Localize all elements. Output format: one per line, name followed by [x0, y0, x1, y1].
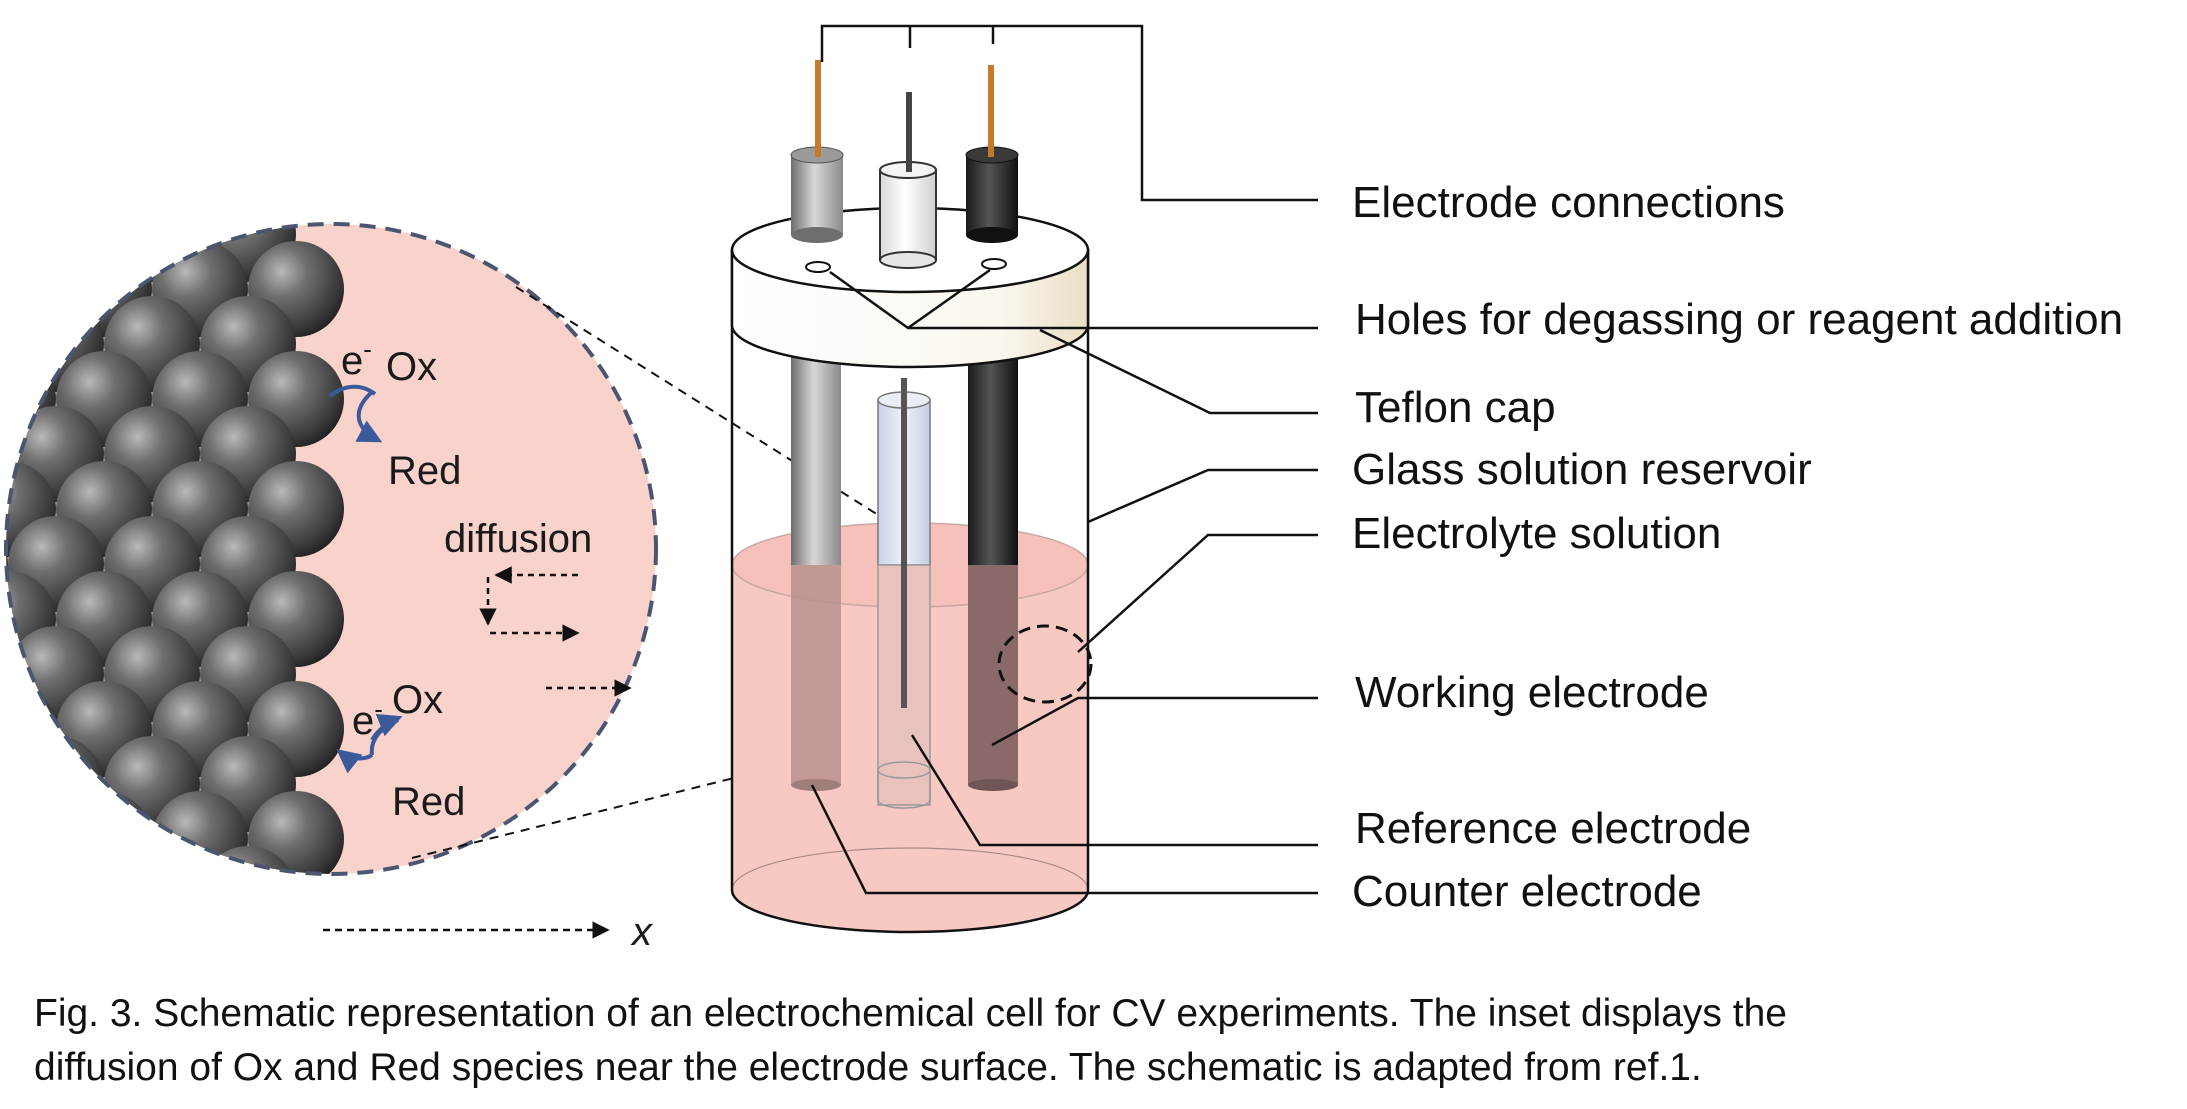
electron-transfer-arrow-bottom-up [370, 713, 403, 742]
holes-leader [829, 268, 1318, 330]
electrode-particle [0, 956, 8, 1052]
teflon-leader [1039, 328, 1318, 415]
leader-lines [810, 24, 1318, 895]
ox-label-top: Ox [386, 345, 437, 389]
electrode-particle [6, 846, 8, 874]
electrode-particle [8, 736, 104, 832]
electrode-particle [6, 406, 8, 502]
electrode-particle [248, 901, 344, 997]
label-working-electrode: Working electrode [1355, 668, 1709, 717]
working-electrode-head [965, 146, 1019, 243]
label-counter-electrode: Counter electrode [1352, 867, 1702, 916]
electrode-particle [56, 791, 152, 874]
label-glass-reservoir: Glass solution reservoir [1352, 445, 1812, 494]
electrode-particle [200, 846, 296, 874]
zoom-projection-line-top [515, 286, 1065, 633]
reference-leader [910, 734, 1318, 847]
electrode-particles [0, 224, 344, 1052]
electron-transfer-arrow-bottom-out [336, 749, 374, 774]
reference-electrode-head [879, 161, 937, 269]
electrode-particle [6, 626, 8, 722]
electrode-particle [104, 846, 200, 874]
working-wire [988, 65, 994, 157]
reference-wire [906, 92, 912, 172]
electrode-particle [152, 791, 248, 874]
degassing-hole-right [981, 258, 1007, 270]
electrode-particle [6, 296, 8, 392]
electrode-particle [6, 241, 56, 337]
x-axis-label: x [630, 910, 654, 954]
electrode-particle [6, 736, 8, 832]
label-degassing-holes: Holes for degassing or reagent addition [1355, 295, 2123, 344]
connections-bracket [820, 24, 1318, 202]
degassing-hole-left [805, 261, 831, 273]
electrode-particle [6, 224, 8, 282]
counter-wire [815, 60, 821, 157]
electrode-particle [6, 791, 56, 874]
electron-transfer-arrow-top [355, 390, 383, 443]
ox-label-bottom: Ox [392, 678, 443, 722]
figure-caption-line-1: Fig. 3. Schematic representation of an e… [34, 992, 1787, 1035]
label-electrolyte-solution: Electrolyte solution [1352, 509, 1721, 558]
counter-leader [810, 784, 1318, 895]
electrode-particle [8, 224, 104, 282]
glass-leader [1087, 468, 1318, 524]
inset-zoom: e- Ox Red diffusion e- Ox Red x [0, 222, 658, 1052]
electrochemical-cell [730, 60, 1093, 934]
zoom-detail-circle [997, 624, 1093, 704]
electron-transfer-arrow-top-hook [328, 384, 377, 398]
electron-label-top: e- [341, 334, 372, 383]
working-leader [991, 696, 1318, 747]
electron-label-bottom: e- [352, 694, 383, 743]
label-teflon-cap: Teflon cap [1355, 383, 1556, 432]
red-label-top: Red [388, 449, 461, 493]
inset-outline [4, 222, 658, 876]
working-electrode [968, 355, 1018, 791]
electrolyte-leader [1077, 533, 1318, 653]
electrode-particle [152, 901, 248, 997]
electrode-particle [248, 791, 344, 874]
counter-electrode-head [790, 146, 844, 243]
diffusion-label: diffusion [444, 517, 592, 561]
glass-bottom-arc [730, 889, 1090, 934]
figure-caption-line-2: diffusion of Ox and Red species near the… [34, 1046, 1702, 1089]
label-electrode-connections: Electrode connections [1352, 178, 1785, 227]
reference-electrode [877, 378, 931, 809]
electrode-particle [8, 846, 104, 874]
label-reference-electrode: Reference electrode [1355, 804, 1751, 853]
red-label-bottom: Red [392, 780, 465, 824]
counter-electrode [791, 355, 841, 791]
electrode-particle [0, 901, 56, 997]
electrode-particle [56, 901, 152, 997]
